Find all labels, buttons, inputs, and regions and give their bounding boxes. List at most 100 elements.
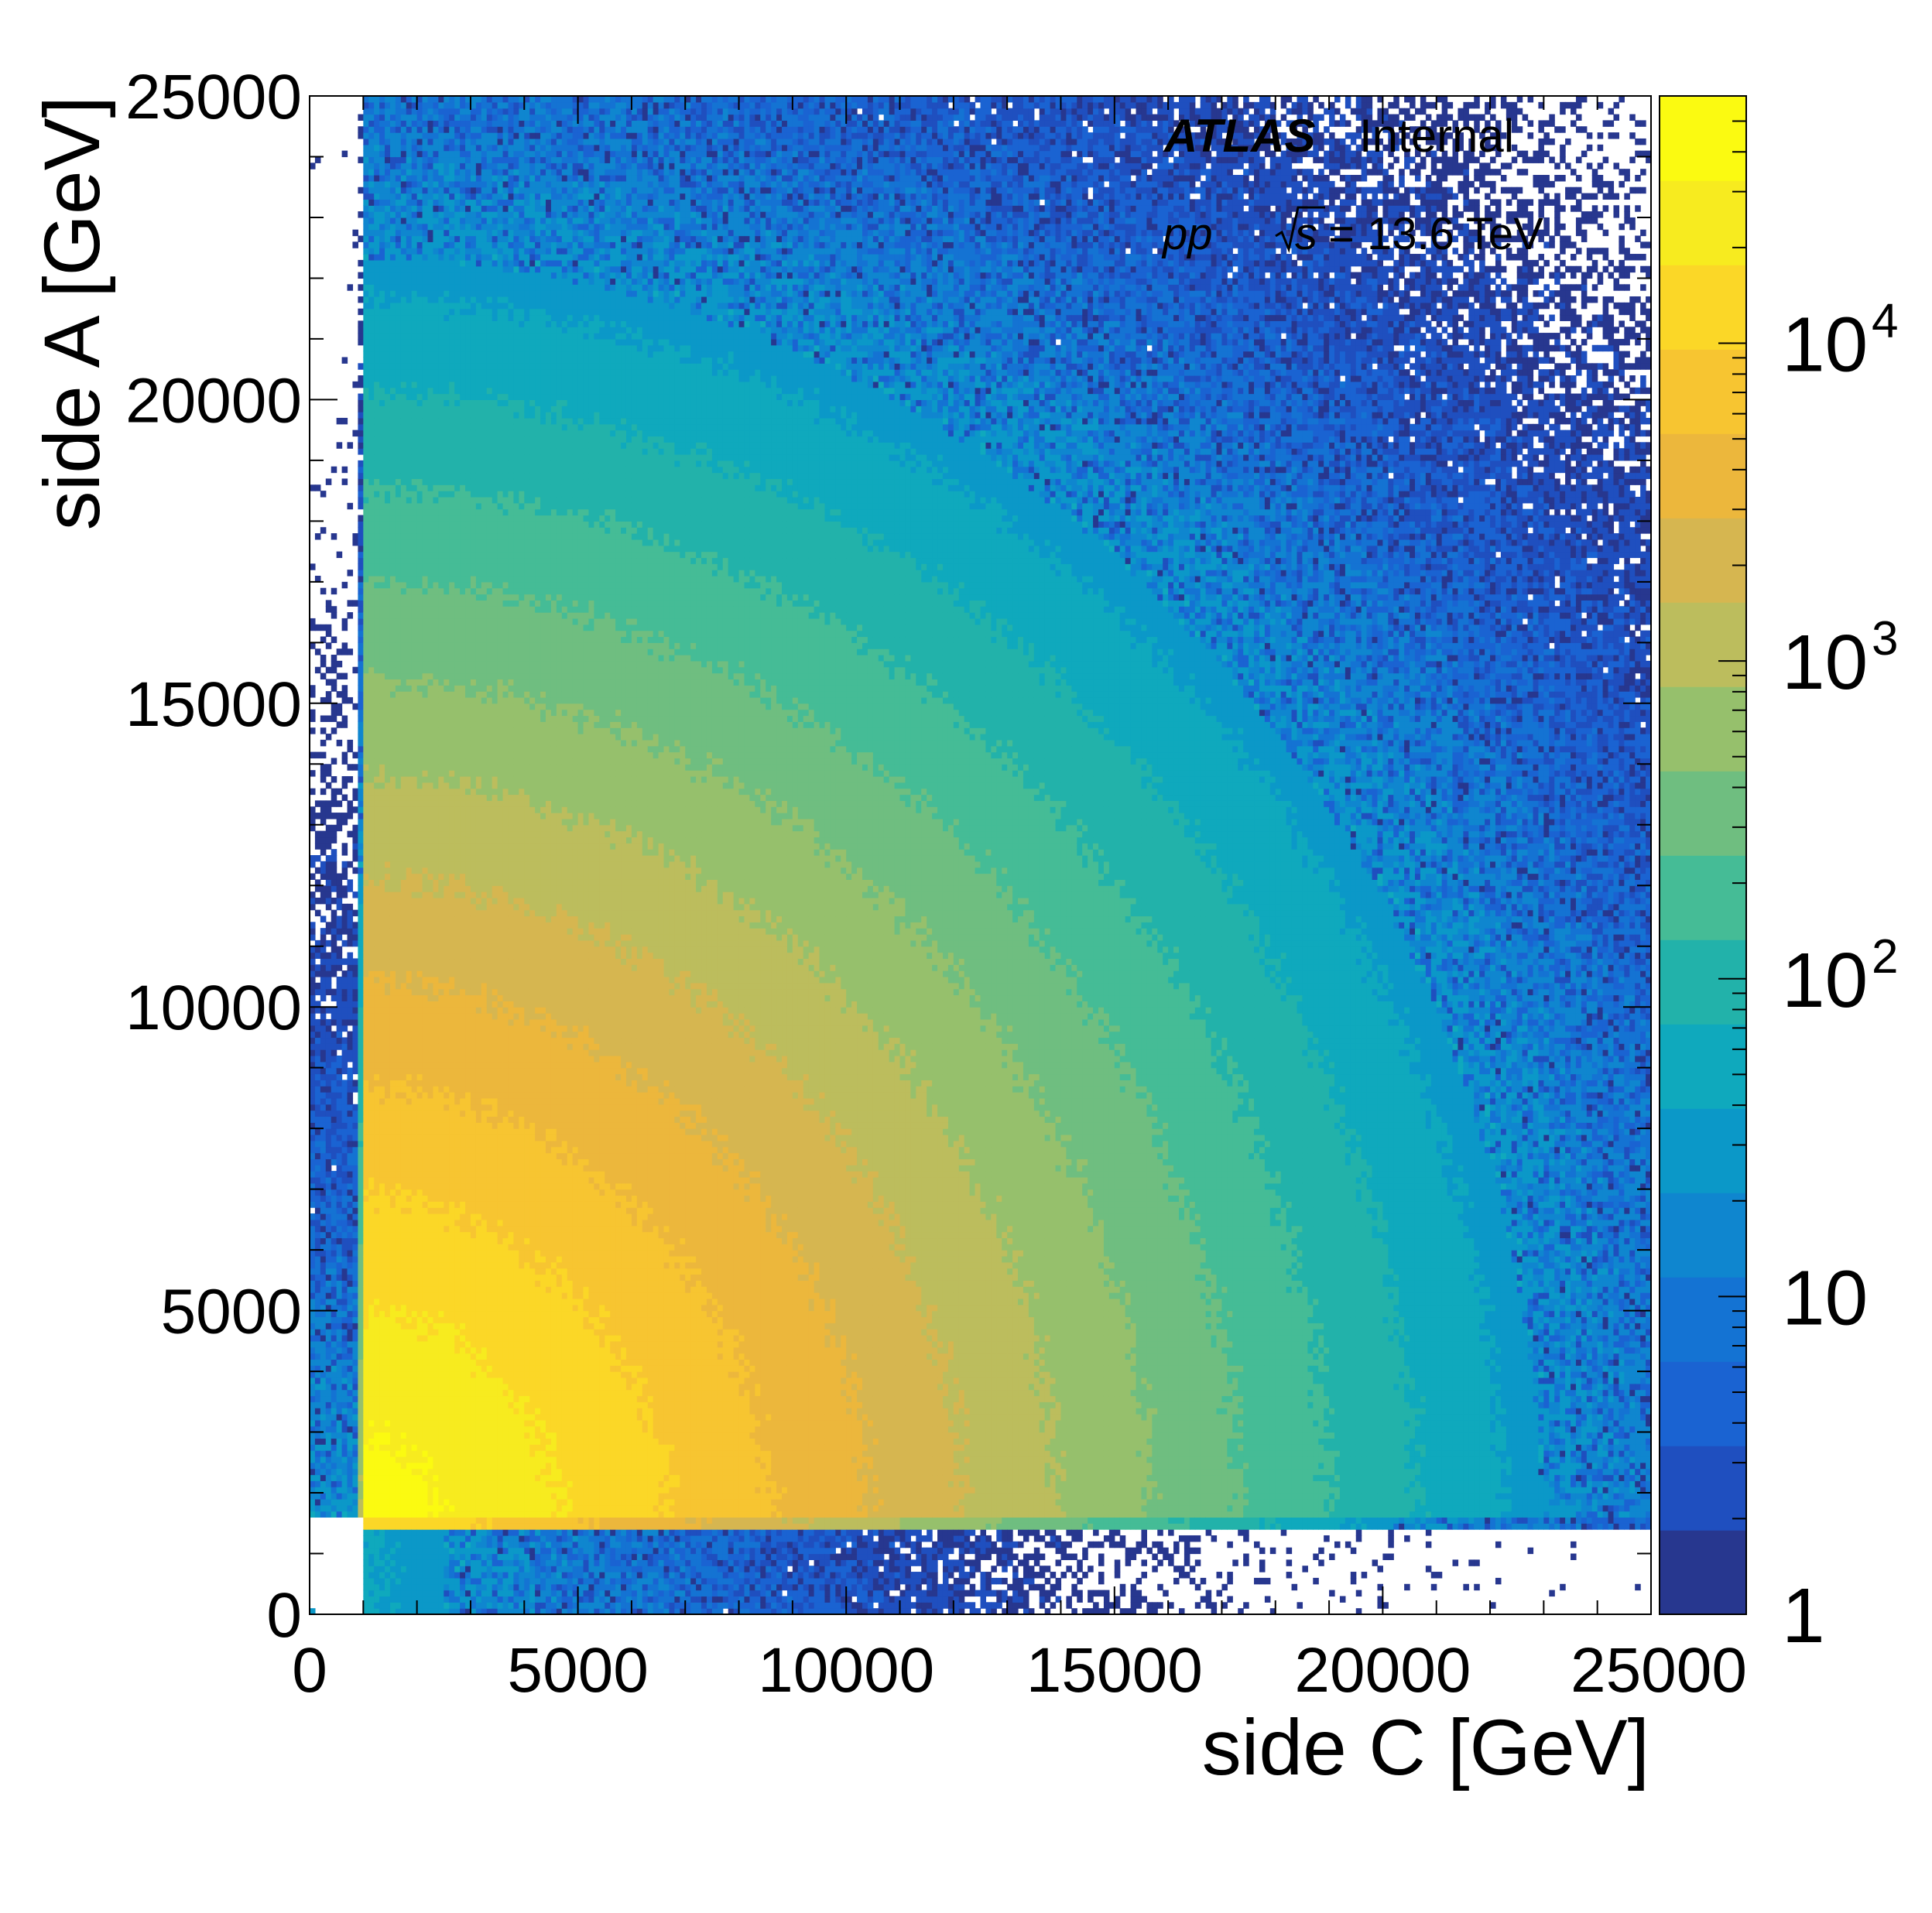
heatmap-cell	[326, 1183, 332, 1189]
heatmap-cell	[379, 1323, 385, 1329]
heatmap-cell	[390, 831, 396, 837]
heatmap-cell	[368, 1475, 375, 1481]
heatmap-cell	[379, 484, 385, 491]
heatmap-cell	[385, 369, 391, 375]
heatmap-cell	[326, 1341, 332, 1347]
heatmap-cell	[326, 1153, 332, 1159]
heatmap-cell	[379, 995, 385, 1001]
heatmap-cell	[374, 1578, 380, 1584]
heatmap-cell	[348, 1475, 354, 1481]
heatmap-cell	[385, 406, 391, 412]
heatmap-cell	[337, 1438, 343, 1444]
heatmap-cell	[390, 746, 396, 752]
heatmap-cell	[390, 1275, 396, 1281]
heatmap-cell	[390, 1305, 396, 1311]
heatmap-cell	[374, 1493, 380, 1499]
heatmap-cell	[390, 266, 396, 272]
heatmap-cell	[379, 868, 385, 874]
heatmap-cell	[315, 1158, 321, 1165]
heatmap-cell	[352, 1171, 358, 1177]
heatmap-cell	[379, 1408, 385, 1414]
heatmap-cell	[337, 1116, 343, 1122]
heatmap-cell	[337, 1177, 343, 1183]
heatmap-cell	[358, 491, 364, 497]
heatmap-cell	[385, 1049, 391, 1056]
heatmap-cell	[310, 825, 316, 831]
heatmap-cell	[390, 1554, 396, 1560]
heatmap-cell	[315, 837, 321, 843]
heatmap-cell	[396, 1566, 402, 1572]
heatmap-cell	[358, 946, 364, 953]
heatmap-cell	[337, 1141, 343, 1147]
heatmap-cell	[310, 1153, 316, 1159]
heatmap-cell	[363, 1213, 369, 1220]
heatmap-cell	[310, 1201, 316, 1207]
heatmap-cell	[352, 1122, 358, 1128]
heatmap-cell	[342, 1286, 348, 1292]
heatmap-cell	[368, 1365, 375, 1371]
heatmap-cell	[379, 1025, 385, 1032]
heatmap-cell	[379, 278, 385, 284]
heatmap-cell	[320, 1377, 327, 1384]
heatmap-cell	[326, 1201, 332, 1207]
heatmap-cell	[379, 1189, 385, 1196]
heatmap-cell	[396, 1384, 402, 1390]
heatmap-cell	[358, 1165, 364, 1171]
heatmap-cell	[385, 1165, 391, 1171]
heatmap-cell	[363, 1493, 369, 1499]
heatmap-cell	[331, 915, 337, 922]
heatmap-cell	[358, 922, 364, 928]
heatmap-cell	[390, 1408, 396, 1414]
heatmap-cell	[390, 1517, 396, 1523]
heatmap-cell	[368, 497, 375, 503]
heatmap-cell	[363, 363, 369, 369]
heatmap-cell	[374, 351, 380, 358]
heatmap-cell	[315, 1493, 321, 1499]
heatmap-cell	[374, 224, 380, 230]
heatmap-cell	[385, 891, 391, 898]
heatmap-cell	[385, 236, 391, 242]
heatmap-cell	[385, 570, 391, 576]
heatmap-cell	[320, 1110, 327, 1117]
heatmap-cell	[379, 132, 385, 139]
heatmap-cell	[352, 1049, 358, 1056]
heatmap-cell	[374, 806, 380, 813]
heatmap-cell	[310, 983, 316, 989]
heatmap-cell	[363, 1080, 369, 1086]
heatmap-cell	[374, 1092, 380, 1098]
heatmap-cell	[385, 1523, 391, 1529]
heatmap-cell	[390, 193, 396, 200]
heatmap-cell	[337, 673, 343, 679]
heatmap-cell	[374, 582, 380, 588]
heatmap-cell	[368, 679, 375, 685]
heatmap-cell	[363, 1292, 369, 1299]
heatmap-cell	[352, 977, 358, 983]
heatmap-cell	[374, 1572, 380, 1578]
heatmap-cell	[363, 582, 369, 588]
heatmap-cell	[385, 721, 391, 727]
heatmap-cell	[379, 1487, 385, 1493]
heatmap-cell	[374, 539, 380, 546]
heatmap-cell	[363, 673, 369, 679]
heatmap-cell	[342, 1420, 348, 1426]
heatmap-cell	[326, 1292, 332, 1299]
heatmap-cell	[337, 418, 343, 424]
heatmap-cell	[385, 1395, 391, 1401]
heatmap-cell	[368, 412, 375, 418]
heatmap-cell	[337, 1007, 343, 1013]
heatmap-cell	[310, 922, 316, 928]
heatmap-cell	[385, 1201, 391, 1207]
heatmap-cell	[363, 1116, 369, 1122]
heatmap-cell	[352, 1213, 358, 1220]
heatmap-cell	[368, 163, 375, 169]
heatmap-cell	[326, 1110, 332, 1117]
heatmap-cell	[363, 369, 369, 375]
heatmap-cell	[368, 430, 375, 436]
heatmap-cell	[320, 1347, 327, 1353]
heatmap-cell	[348, 983, 354, 989]
heatmap-cell	[379, 1438, 385, 1444]
heatmap-cell	[358, 1505, 364, 1511]
heatmap-cell	[374, 946, 380, 953]
heatmap-cell	[342, 1220, 348, 1226]
heatmap-cell	[320, 1432, 327, 1439]
